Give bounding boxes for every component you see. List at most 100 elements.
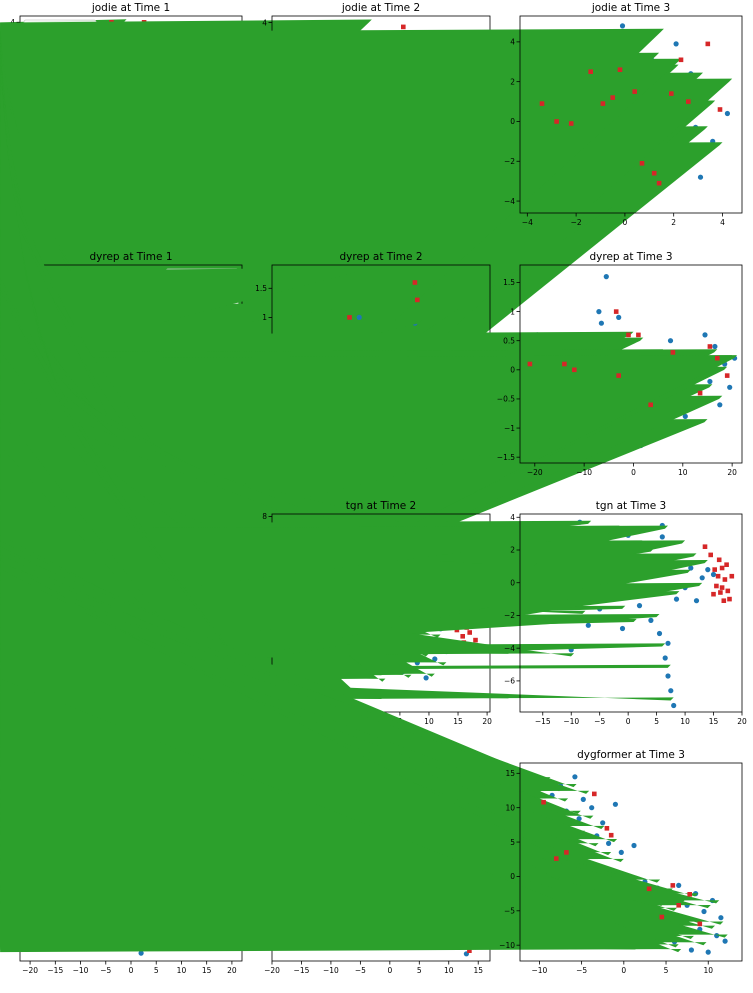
x-tick-label: −5 — [355, 966, 366, 975]
y-tick-label: 0 — [510, 117, 515, 126]
y-tick-label: 2 — [510, 77, 515, 86]
point-community-3 — [705, 41, 711, 47]
panel-title: dyrep at Time 2 — [339, 251, 422, 263]
y-tick-label: 1.5 — [503, 278, 515, 287]
point-community-3 — [724, 373, 730, 378]
point-community-3 — [460, 634, 465, 639]
point-community-1 — [648, 617, 654, 624]
point-community-3 — [554, 119, 559, 124]
point-community-3 — [714, 583, 719, 589]
axes-frame — [519, 762, 743, 962]
panel-title: tgn at Time 3 — [596, 500, 666, 512]
x-tick-label: 20 — [737, 717, 747, 726]
panel-title: dyrep at Time 1 — [89, 251, 172, 263]
y-tick-label: 1.5 — [255, 284, 267, 293]
point-community-3 — [639, 161, 645, 166]
point-community-1 — [596, 309, 602, 315]
point-community-1 — [606, 840, 612, 847]
y-tick-label: −2 — [504, 157, 515, 166]
point-community-3 — [686, 99, 691, 104]
point-community-3 — [724, 562, 729, 567]
point-community-3 — [562, 361, 567, 367]
panel-title: dyrep at Time 3 — [589, 251, 672, 263]
point-community-3 — [659, 914, 665, 920]
point-community-3 — [676, 903, 681, 908]
x-tick-label: 10 — [424, 717, 434, 726]
point-community-3 — [554, 856, 559, 861]
point-community-3 — [527, 361, 533, 367]
x-tick-label: −15 — [47, 966, 63, 975]
point-community-3 — [617, 67, 623, 72]
y-tick-label: 4 — [262, 18, 267, 27]
point-community-3 — [608, 832, 614, 838]
point-community-3 — [719, 585, 725, 590]
point-community-1 — [665, 640, 671, 646]
y-tick-label: −1 — [504, 424, 515, 433]
point-community-1 — [612, 801, 619, 807]
y-tick-label: 4 — [510, 38, 515, 47]
point-community-1 — [589, 805, 595, 811]
x-tick-label: 0 — [387, 966, 392, 975]
point-community-1 — [668, 688, 674, 694]
points — [0, 535, 728, 955]
x-tick-label: 0 — [623, 218, 628, 227]
point-community-1 — [717, 402, 723, 408]
point-community-3 — [687, 892, 692, 897]
x-tick-label: 20 — [227, 966, 237, 975]
point-community-1 — [724, 110, 731, 117]
point-community-3 — [592, 791, 597, 797]
x-tick-label: 5 — [654, 717, 659, 726]
point-community-1 — [727, 384, 733, 390]
x-tick-label: 10 — [703, 966, 713, 975]
point-community-1 — [688, 947, 695, 953]
point-community-3 — [467, 630, 472, 635]
point-community-1 — [636, 603, 643, 609]
x-tick-label: −15 — [535, 717, 551, 726]
x-tick-label: 10 — [444, 966, 454, 975]
y-tick-label: 0.5 — [503, 336, 515, 345]
x-tick-label: 20 — [727, 468, 737, 477]
point-community-1 — [697, 174, 704, 180]
point-community-3 — [616, 373, 621, 378]
panel-title: tgn at Time 2 — [346, 500, 416, 512]
point-community-1 — [580, 796, 586, 803]
panel-title: jodie at Time 3 — [591, 2, 670, 14]
y-tick-label: −10 — [499, 941, 515, 950]
point-community-1 — [682, 413, 688, 419]
y-tick-label: 0 — [510, 366, 515, 375]
point-community-3 — [712, 567, 717, 572]
x-tick-label: −15 — [294, 966, 310, 975]
point-community-1 — [705, 949, 711, 955]
panel-title: jodie at Time 1 — [91, 2, 170, 14]
point-community-3 — [572, 367, 577, 373]
x-tick-label: 10 — [680, 717, 690, 726]
x-tick-label: 10 — [177, 966, 187, 975]
x-tick-label: 0 — [129, 966, 134, 975]
point-community-3 — [401, 24, 406, 30]
point-community-1 — [572, 774, 578, 780]
point-community-1 — [688, 565, 694, 571]
x-tick-label: −20 — [22, 966, 38, 975]
x-tick-label: 5 — [664, 966, 669, 975]
point-community-3 — [697, 921, 703, 927]
y-tick-label: 4 — [510, 513, 515, 522]
y-tick-label: −5 — [504, 907, 515, 916]
x-tick-label: 0 — [621, 966, 626, 975]
point-community-1 — [659, 534, 665, 540]
point-community-3 — [473, 637, 478, 643]
scatter-panel: dygformer at Time 3 −10 −5 0 5 10 −10 −5 0 5 10 15 — [0, 535, 743, 975]
point-community-3 — [467, 948, 472, 953]
panel-title: jodie at Time 2 — [341, 2, 420, 14]
axes-frame — [519, 264, 743, 464]
x-tick-label: 2 — [671, 218, 676, 227]
y-tick-label: 8 — [262, 512, 267, 521]
x-tick-label: −10 — [73, 966, 89, 975]
y-tick-label: −2 — [504, 611, 515, 620]
point-community-3 — [707, 344, 713, 349]
x-tick-label: 4 — [720, 218, 725, 227]
point-community-3 — [702, 544, 708, 549]
x-tick-label: −2 — [571, 218, 582, 227]
point-community-3 — [719, 565, 725, 571]
point-community-3 — [613, 309, 619, 314]
x-tick-label: 20 — [482, 717, 492, 726]
